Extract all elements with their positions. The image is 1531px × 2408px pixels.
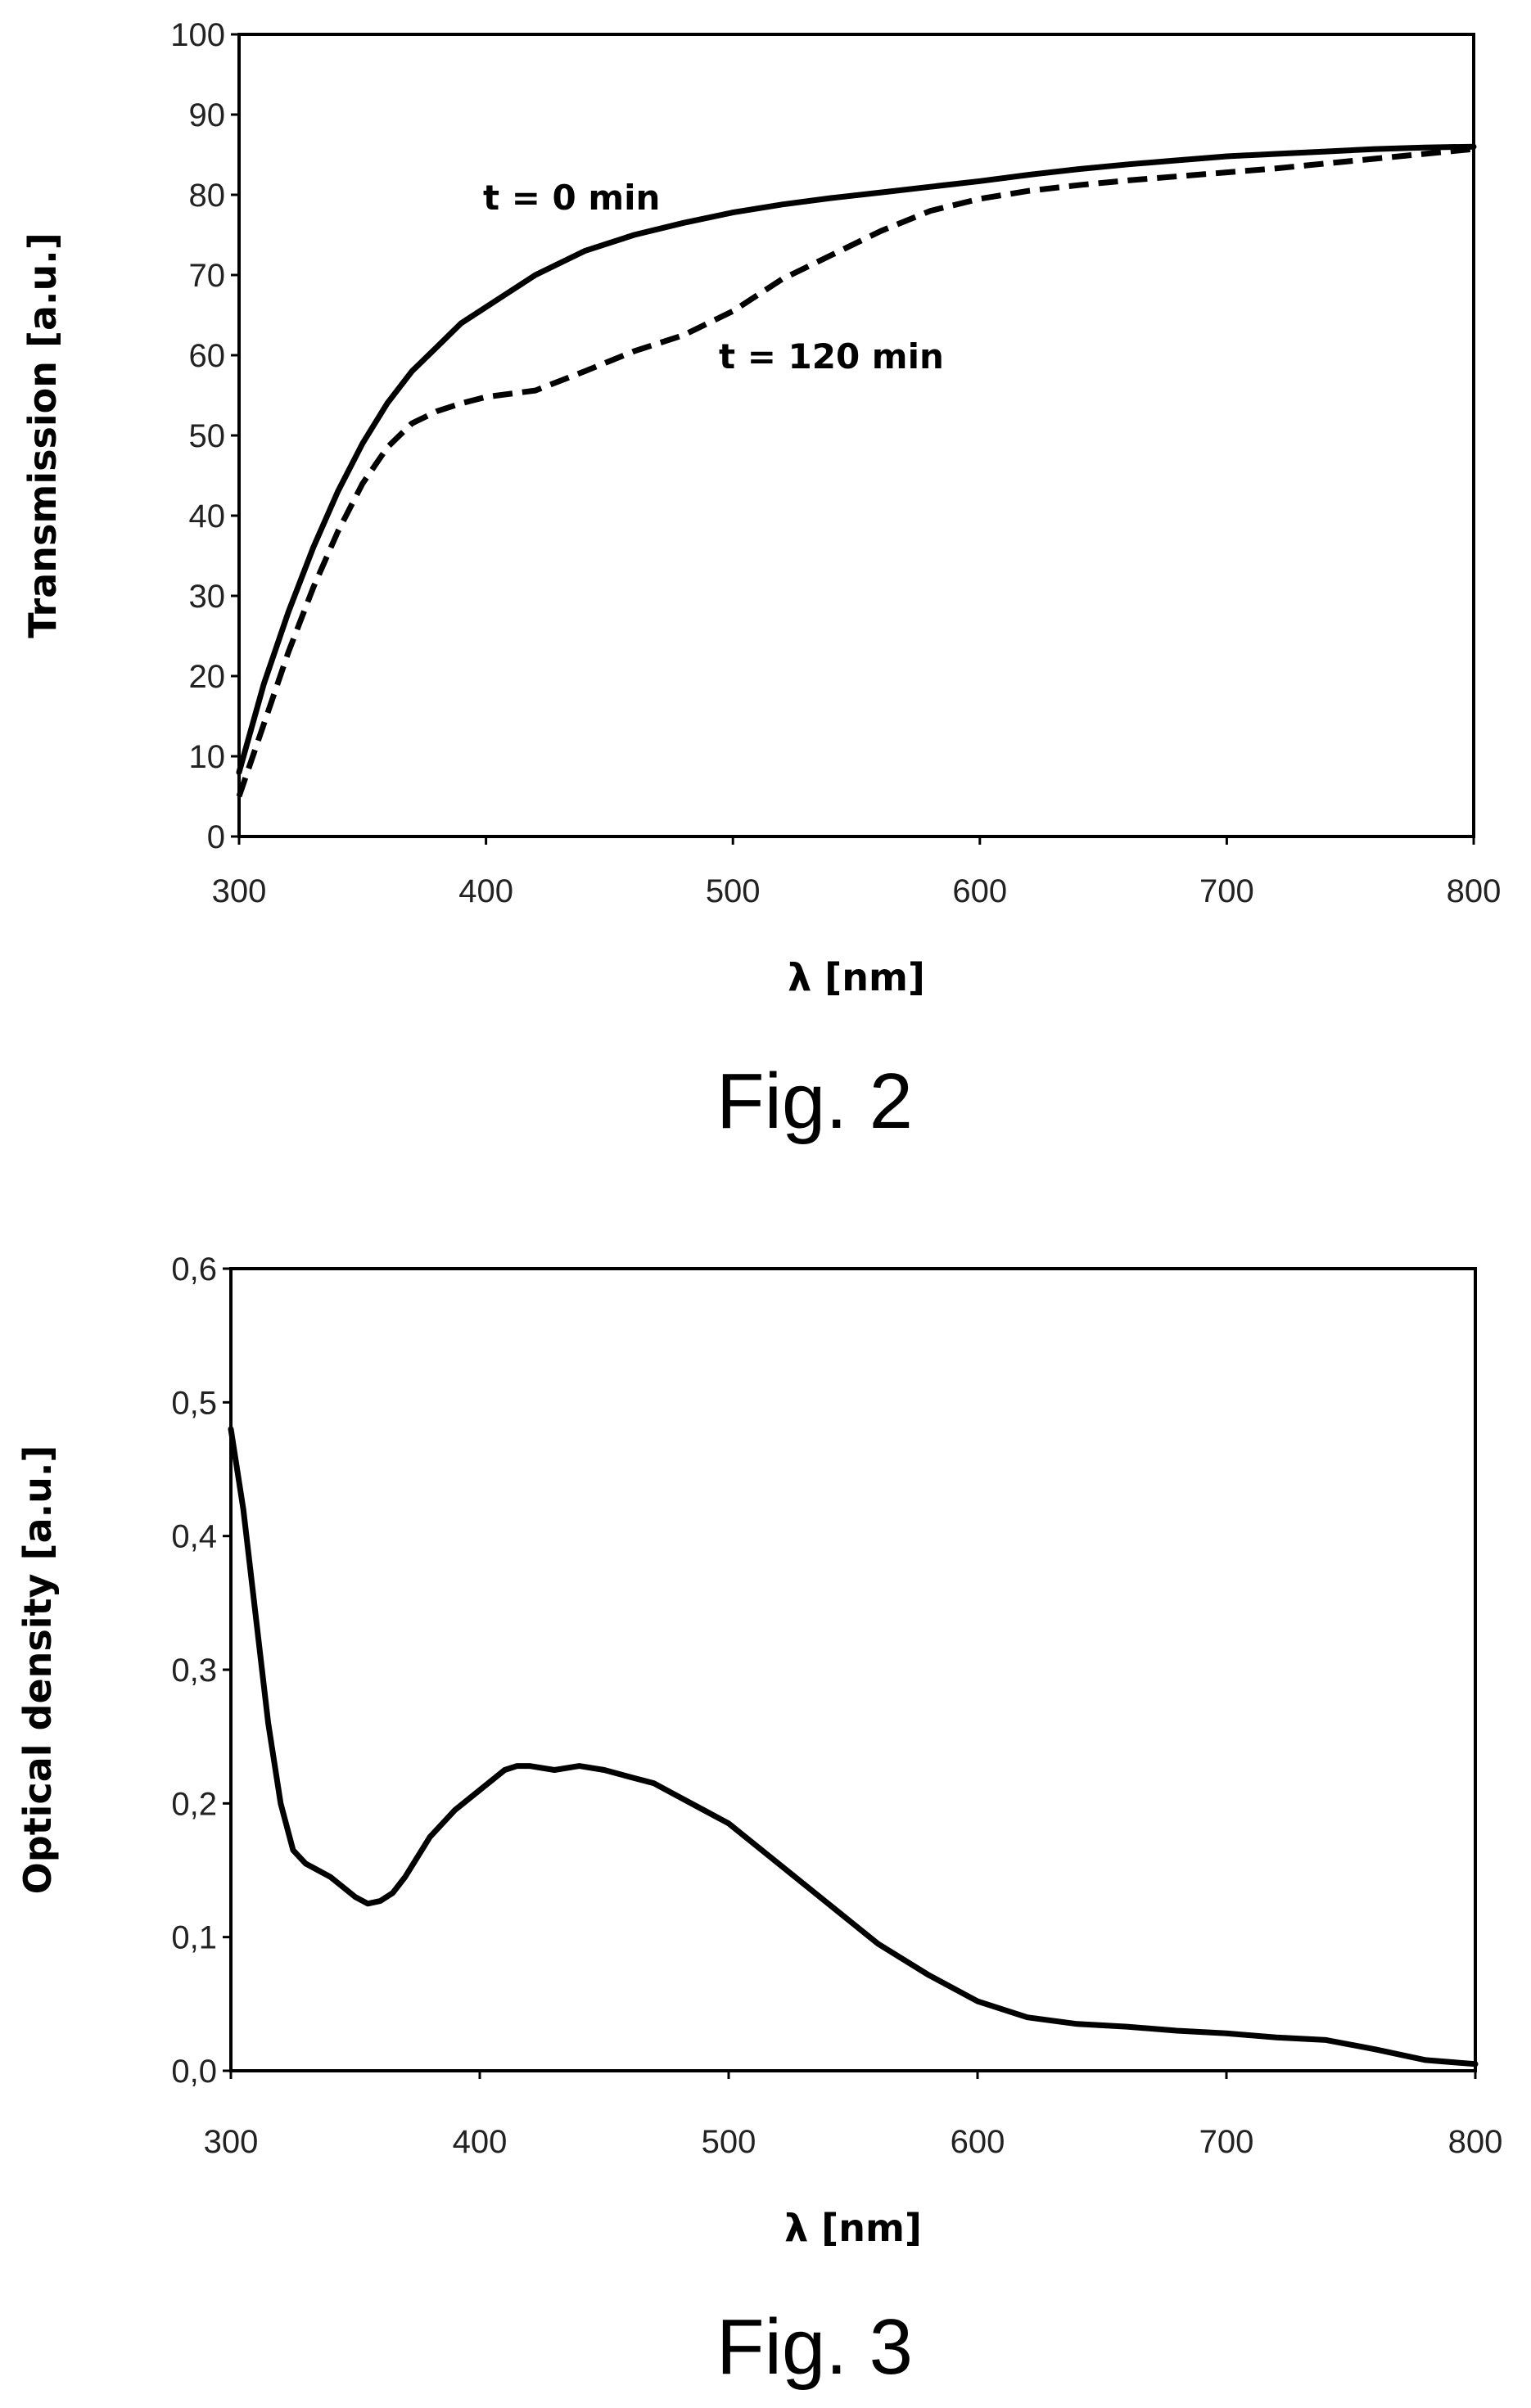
series-annotation: t = 0 min	[483, 178, 660, 218]
x-tick-label: 500	[706, 873, 761, 909]
y-tick-label: 0,5	[171, 1385, 217, 1421]
x-tick-label: 300	[212, 873, 267, 909]
y-tick-label: 70	[189, 258, 226, 294]
figure-caption: Fig. 3	[716, 2303, 913, 2391]
x-axis-title: λ [nm]	[784, 2206, 922, 2250]
y-tick-label: 0,1	[171, 1920, 217, 1956]
y-tick-label: 0,3	[171, 1653, 217, 1689]
y-tick-label: 20	[189, 659, 226, 695]
x-tick-label: 400	[458, 873, 513, 909]
series-annotation: t = 120 min	[719, 336, 944, 377]
x-tick-label: 700	[1199, 873, 1254, 909]
y-tick-label: 0,4	[171, 1519, 217, 1555]
fig3-optical-density-chart: 0,0 0,1 0,2 0,3 0,4 0,5 0,6 300 400 500 600 700 800 λ…	[16, 1251, 1502, 2391]
x-axis-title: λ [nm]	[788, 955, 925, 999]
y-axis-title: Transmission [a.u.]	[20, 232, 65, 638]
x-tick-label: 300	[204, 2124, 259, 2160]
y-tick-label: 30	[189, 579, 226, 615]
series-line-t-120-min	[236, 146, 1475, 798]
y-tick-label: 0,0	[171, 2054, 217, 2090]
y-tick-label: 40	[189, 498, 226, 534]
y-tick-label: 0,6	[171, 1251, 217, 1287]
y-tick-label: 80	[189, 178, 226, 214]
x-tick-label: 800	[1447, 873, 1502, 909]
y-tick-label: 60	[189, 338, 226, 374]
series-line-0	[228, 1426, 1479, 2068]
x-tick-label: 800	[1448, 2124, 1503, 2160]
x-tick-label: 600	[952, 873, 1007, 909]
y-tick-label: 10	[189, 739, 226, 775]
y-tick-label: 100	[170, 17, 225, 53]
x-tick-label: 500	[702, 2124, 756, 2160]
fig2-transmission-chart: 0 10 20 30 40 50 60 70 80 90 100 300 400 500 600 700 800…	[20, 17, 1501, 1145]
y-tick-label: 50	[189, 418, 226, 454]
x-tick-label: 400	[453, 2124, 508, 2160]
x-tick-label: 600	[951, 2124, 1005, 2160]
series-line-t-0-min	[236, 143, 1477, 776]
y-tick-label: 0	[207, 819, 225, 855]
x-tick-label: 700	[1199, 2124, 1254, 2160]
y-axis-title: Optical density [a.u.]	[16, 1445, 60, 1895]
y-tick-label: 90	[189, 97, 226, 133]
y-tick-label: 0,2	[171, 1786, 217, 1822]
plot-frame	[229, 1267, 1477, 2072]
figure-caption: Fig. 2	[716, 1057, 913, 1145]
